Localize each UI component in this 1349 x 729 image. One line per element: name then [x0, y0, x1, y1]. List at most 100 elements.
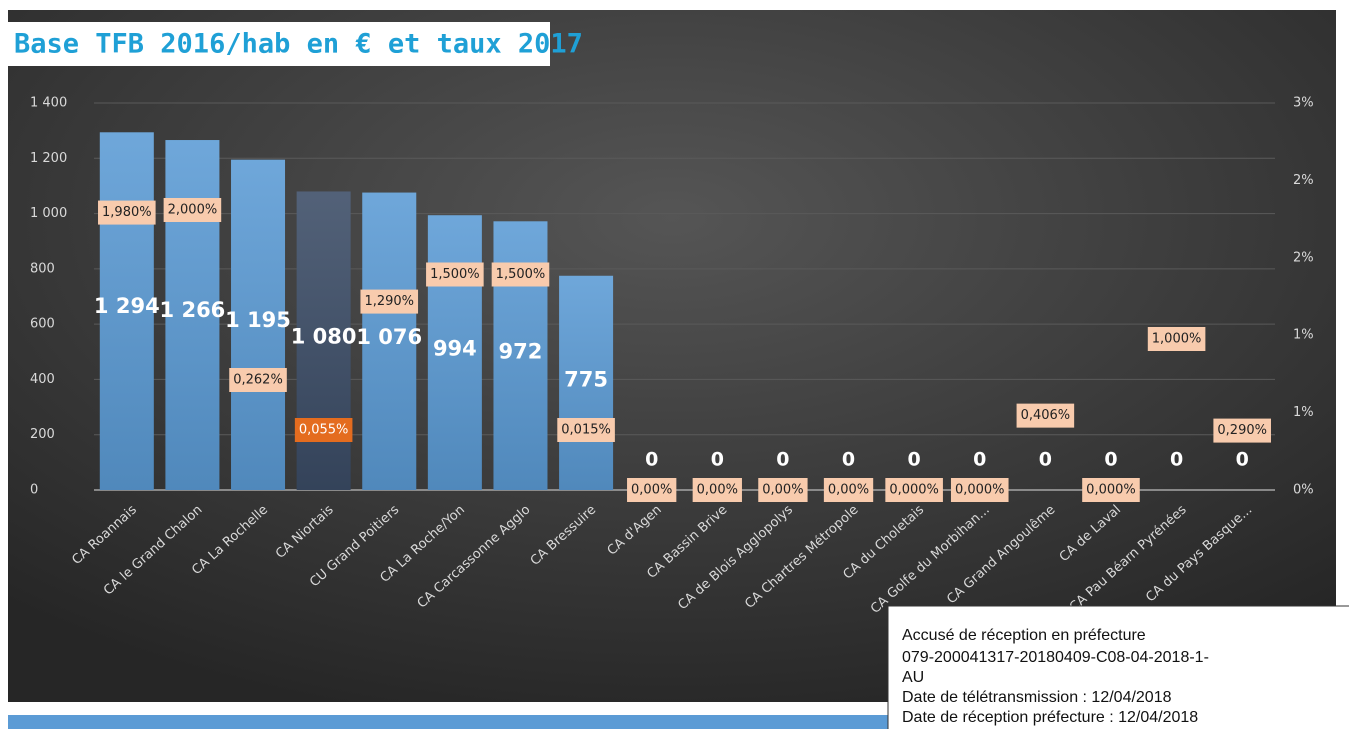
rate-label: 0,055%	[294, 418, 353, 442]
rate-value-label: 0,055%	[299, 423, 349, 438]
bar-value-label: 1 195	[225, 308, 291, 332]
rate-label: 0,290%	[1213, 418, 1271, 443]
stamp-line: Date de réception préfecture : 12/04/201…	[902, 709, 1198, 726]
rate-label-box	[163, 198, 222, 222]
bar-value-label: 0	[1170, 449, 1183, 471]
bar-value-label: 0	[1039, 449, 1052, 471]
rate-label-box	[229, 368, 287, 392]
bar-value-label: 1 266	[160, 298, 226, 322]
rate-value-label: 2,000%	[168, 203, 218, 218]
rate-label: 0,00%	[692, 478, 742, 502]
rate-label-box	[491, 262, 550, 287]
rate-label-box	[1147, 327, 1206, 351]
rate-label: 0,00%	[823, 478, 874, 502]
rate-label: 1,290%	[360, 289, 419, 314]
bar-value-label: 1 076	[356, 325, 422, 349]
rate-label-box	[692, 478, 742, 502]
rate-value-label: 0,406%	[1021, 408, 1071, 423]
rate-label-box	[1082, 478, 1140, 502]
rate-value-label: 1,290%	[364, 294, 414, 309]
rate-label: 0,015%	[557, 418, 615, 442]
y2-tick-label: 3%	[1293, 96, 1314, 111]
plot-background	[8, 10, 1336, 702]
title-box	[8, 22, 550, 66]
y2-tick-label: 0%	[1293, 483, 1314, 498]
rate-label-box	[1213, 418, 1271, 443]
y-tick-label: 400	[30, 372, 55, 387]
rate-value-label: 0,000%	[1086, 483, 1136, 498]
y-tick-label: 200	[30, 427, 55, 442]
rate-value-label: 0,00%	[762, 483, 803, 498]
y-tick-label: 800	[30, 261, 55, 276]
rate-value-label: 0,00%	[631, 483, 672, 498]
y2-tick-label: 2%	[1293, 173, 1314, 188]
rate-label-box	[98, 200, 156, 225]
bar-value-label: 1 294	[94, 294, 160, 318]
rate-value-label: 0,015%	[561, 423, 611, 438]
y2-tick-label: 1%	[1293, 405, 1314, 420]
rate-value-label: 0,00%	[828, 483, 869, 498]
rate-label: 1,500%	[426, 262, 484, 287]
y2-tick-label: 2%	[1293, 250, 1314, 265]
rate-label: 0,00%	[627, 478, 677, 502]
rate-label-box	[885, 478, 943, 502]
bar-value-label: 0	[1236, 449, 1249, 471]
bar-value-label: 775	[564, 367, 608, 391]
rate-label: 2,000%	[163, 198, 222, 222]
rate-label: 1,500%	[491, 262, 550, 287]
y-tick-label: 1 200	[30, 151, 67, 166]
chart-title: Base TFB 2016/hab en € et taux 2017	[14, 29, 583, 60]
bar-value-label: 0	[711, 449, 724, 471]
rate-label: 1,000%	[1147, 327, 1206, 351]
bar-value-label: 0	[973, 449, 986, 471]
rate-label: 0,000%	[885, 478, 943, 502]
bar-value-label: 0	[776, 449, 789, 471]
stamp-line: 079-200041317-20180409-C08-04-2018-1-	[902, 649, 1209, 666]
bar-value-label: 994	[433, 336, 477, 360]
rate-value-label: 1,500%	[496, 267, 546, 282]
bar-shade	[99, 132, 154, 490]
bar-shade	[559, 275, 614, 490]
y2-tick-label: 1%	[1293, 328, 1314, 343]
bar-value-label: 0	[645, 449, 658, 471]
bar-value-label: 1 080	[291, 324, 357, 348]
y-tick-label: 1 000	[30, 206, 67, 221]
bar-shade	[231, 159, 286, 491]
rate-label: 0,262%	[229, 368, 287, 392]
rate-label-box	[426, 262, 484, 287]
stamp-line: Date de télétransmission : 12/04/2018	[902, 689, 1172, 706]
bar-value-label: 0	[842, 449, 855, 471]
rate-label-box	[950, 478, 1009, 502]
stamp-line: AU	[902, 669, 924, 686]
rate-label-box	[823, 478, 874, 502]
rate-value-label: 0,00%	[697, 483, 738, 498]
y-tick-label: 0	[30, 483, 38, 498]
rate-label: 0,000%	[950, 478, 1009, 502]
y-tick-label: 1 400	[30, 96, 67, 111]
rate-label-box	[360, 289, 419, 314]
rate-value-label: 0,290%	[1217, 423, 1267, 438]
rate-value-label: 1,980%	[102, 205, 152, 220]
bar-value-label: 0	[908, 449, 921, 471]
rate-label-box	[557, 418, 615, 442]
rate-label-box	[1016, 403, 1075, 428]
rate-value-label: 1,000%	[1152, 332, 1202, 347]
rate-label: 0,406%	[1016, 403, 1075, 428]
bar-shade	[427, 215, 482, 491]
rate-label-box	[627, 478, 677, 502]
stamp-box	[887, 605, 1349, 729]
rate-value-label: 0,262%	[233, 373, 283, 388]
stamp-line: Accusé de réception en préfecture	[902, 627, 1146, 644]
rate-label-box	[758, 478, 808, 502]
y-tick-label: 600	[30, 317, 55, 332]
rate-value-label: 1,500%	[430, 267, 480, 282]
bar-value-label: 0	[1104, 449, 1117, 471]
rate-label: 0,00%	[758, 478, 808, 502]
rate-value-label: 0,000%	[955, 483, 1005, 498]
rate-value-label: 0,000%	[889, 483, 939, 498]
bar-shade	[362, 192, 417, 490]
rate-label: 0,000%	[1082, 478, 1140, 502]
rate-label-box	[294, 418, 353, 442]
bar-value-label: 972	[499, 340, 543, 364]
